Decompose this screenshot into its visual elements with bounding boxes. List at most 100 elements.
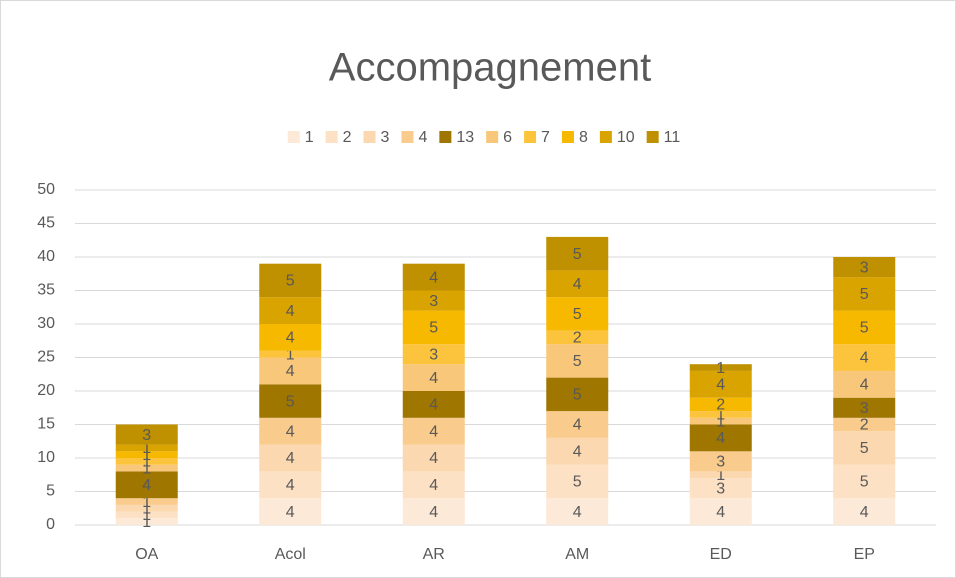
y-tick-label: 35	[37, 282, 55, 299]
data-label: 1	[142, 494, 151, 511]
legend-label: 6	[503, 129, 512, 146]
legend-label: 1	[305, 129, 314, 146]
y-tick-label: 15	[37, 416, 55, 433]
data-label: 2	[860, 417, 869, 434]
bar-segment	[546, 464, 609, 499]
bar-segment	[689, 471, 752, 479]
bar-segment	[546, 437, 609, 465]
bar-segment	[115, 498, 178, 505]
x-tick-label: EP	[854, 546, 875, 563]
data-label: 3	[716, 454, 725, 471]
bar-segment	[259, 444, 322, 472]
legend-label: 2	[343, 129, 352, 146]
data-label: 4	[286, 363, 295, 380]
data-label: 4	[573, 504, 582, 521]
data-label: 5	[573, 387, 582, 404]
legend-label: 10	[617, 129, 635, 146]
data-label: 4	[429, 450, 438, 467]
y-tick-label: 25	[37, 349, 55, 366]
bar-segment	[833, 370, 896, 398]
y-tick-label: 10	[37, 449, 55, 466]
data-label: 1	[142, 460, 151, 477]
data-label: 4	[573, 417, 582, 434]
data-label: 4	[429, 269, 438, 286]
legend-swatch	[599, 131, 612, 143]
data-label: 1	[142, 440, 151, 457]
data-label: 4	[573, 444, 582, 461]
data-label: 3	[716, 480, 725, 497]
data-label: 5	[860, 320, 869, 337]
bar-segment	[402, 391, 465, 418]
data-label: 2	[716, 397, 725, 414]
data-label: 4	[716, 504, 725, 521]
data-label: 4	[429, 477, 438, 494]
data-label: 1	[716, 407, 725, 424]
bar-segment	[546, 270, 609, 298]
bar-segment	[546, 411, 609, 438]
bar-segment	[259, 498, 322, 525]
bar-segment	[259, 297, 322, 324]
bar-segment	[259, 384, 322, 418]
bar-segment	[689, 451, 752, 472]
legend-label: 3	[381, 129, 390, 146]
legend-label: 4	[418, 129, 427, 146]
data-label: 5	[860, 286, 869, 303]
data-label: 1	[716, 467, 725, 484]
bar-segment	[259, 417, 322, 445]
bar-segment	[259, 263, 322, 298]
bar-segment	[689, 364, 752, 371]
data-label: 1	[716, 413, 725, 430]
bar-segment	[833, 344, 896, 371]
bar-segment	[833, 310, 896, 345]
bar-segment	[115, 458, 178, 465]
data-label: 4	[860, 350, 869, 367]
chart-title: Accompagnement	[329, 46, 651, 90]
x-tick-label: AM	[565, 546, 589, 563]
data-label: 5	[573, 474, 582, 491]
bar-segment	[833, 257, 896, 278]
bar-segment	[402, 290, 465, 311]
data-label: 4	[429, 423, 438, 440]
bar-segment	[402, 417, 465, 445]
data-label: 4	[142, 477, 151, 494]
bar-segment	[115, 511, 178, 519]
data-label: 4	[286, 330, 295, 347]
data-label: 4	[860, 377, 869, 394]
data-label: 4	[286, 423, 295, 440]
bar-segment	[115, 518, 178, 525]
legend-swatch	[325, 131, 338, 143]
data-label: 4	[286, 504, 295, 521]
x-tick-label: AR	[423, 546, 445, 563]
y-tick-label: 20	[37, 382, 55, 399]
bar-segment	[689, 417, 752, 425]
data-label: 1	[142, 447, 151, 464]
bar-segment	[546, 377, 609, 412]
data-label: 3	[142, 427, 151, 444]
legend-swatch	[524, 131, 537, 143]
y-tick-label: 45	[37, 215, 55, 232]
legend-label: 7	[541, 129, 550, 146]
bar-segment	[259, 471, 322, 499]
data-label: 4	[286, 450, 295, 467]
legend-swatch	[561, 131, 574, 143]
bar-segment	[833, 277, 896, 311]
bar-segment	[402, 263, 465, 291]
data-label: 5	[573, 246, 582, 263]
data-label: 1	[142, 454, 151, 471]
x-tick-label: OA	[135, 546, 158, 563]
bar-segment	[546, 330, 609, 345]
bar-segment	[259, 350, 322, 358]
data-label: 4	[429, 504, 438, 521]
bar-segment	[546, 344, 609, 378]
data-label: 1	[142, 507, 151, 524]
bar-segment	[546, 297, 609, 331]
bar-segment	[833, 498, 896, 525]
bar-segment	[689, 370, 752, 398]
data-label: 5	[860, 440, 869, 457]
bar-segment	[546, 498, 609, 525]
legend-label: 11	[664, 129, 681, 146]
bar-segment	[833, 397, 896, 418]
data-label: 3	[429, 293, 438, 310]
